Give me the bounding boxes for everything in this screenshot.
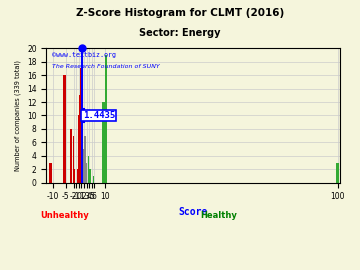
Text: The Research Foundation of SUNY: The Research Foundation of SUNY <box>52 64 160 69</box>
Bar <box>70 129 72 183</box>
Bar <box>63 75 66 183</box>
Bar <box>73 136 74 183</box>
Bar <box>78 116 79 183</box>
Bar <box>82 116 83 183</box>
Bar <box>102 102 105 183</box>
Bar <box>81 109 82 183</box>
Bar <box>336 163 339 183</box>
Bar <box>77 169 78 183</box>
Text: ©www.textbiz.org: ©www.textbiz.org <box>52 52 116 58</box>
Bar <box>83 149 84 183</box>
Bar <box>85 136 86 183</box>
Text: Sector: Energy: Sector: Energy <box>139 28 221 38</box>
Text: Unhealthy: Unhealthy <box>40 211 89 220</box>
Text: Healthy: Healthy <box>200 211 237 220</box>
Bar <box>93 176 94 183</box>
Bar <box>84 136 85 183</box>
Bar <box>89 169 90 183</box>
Bar <box>49 163 51 183</box>
Bar <box>74 169 75 183</box>
Bar <box>80 68 81 183</box>
Bar <box>79 95 80 183</box>
Y-axis label: Number of companies (339 total): Number of companies (339 total) <box>15 60 22 171</box>
X-axis label: Score: Score <box>179 207 208 217</box>
Bar <box>105 55 107 183</box>
Bar <box>92 176 93 183</box>
Bar <box>90 169 91 183</box>
Bar <box>86 149 87 183</box>
Text: 1.4435: 1.4435 <box>83 111 115 120</box>
Bar <box>88 156 89 183</box>
Text: Z-Score Histogram for CLMT (2016): Z-Score Histogram for CLMT (2016) <box>76 8 284 18</box>
